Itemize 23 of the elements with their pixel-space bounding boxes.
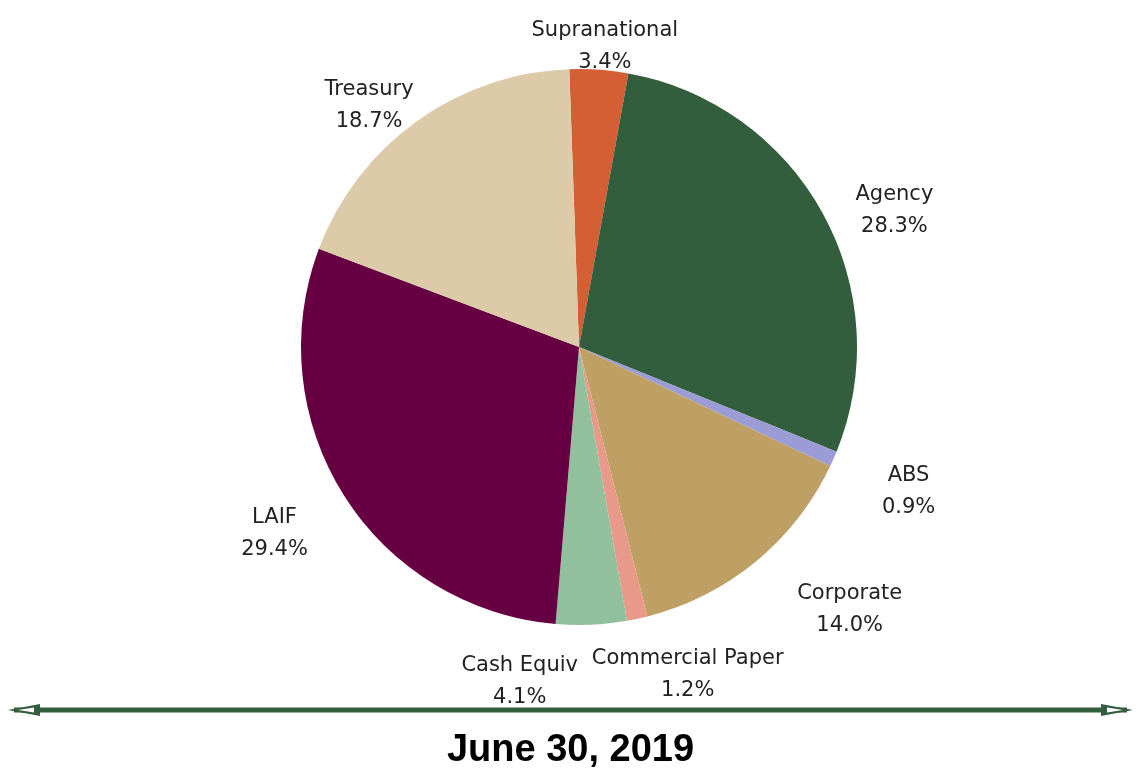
data-label: 3.4%	[578, 48, 632, 73]
pie-slice	[569, 69, 629, 347]
data-label: 29.4%	[241, 535, 308, 560]
data-label: 0.9%	[881, 494, 936, 518]
slice-label: Agency	[855, 180, 934, 205]
pie-slice	[318, 69, 579, 347]
data-label: 14.0%	[816, 611, 884, 636]
pie-slice	[579, 73, 857, 452]
data-label: 28.3%	[861, 212, 928, 237]
data-label: 1.2%	[661, 676, 715, 701]
pie-slice	[555, 347, 627, 625]
slice-label: Cash Equiv	[461, 651, 579, 676]
pie-slice	[579, 347, 648, 621]
data-label: 18.7%	[335, 107, 403, 132]
text: June 30, 2019	[446, 727, 695, 769]
data-label: 4.1%	[493, 683, 547, 708]
pie-slice	[579, 347, 837, 467]
slice-label: LAIF	[252, 503, 297, 528]
slice-label: Treasury	[323, 75, 414, 100]
slice-label: ABS	[887, 462, 930, 486]
slice-label: Corporate	[797, 579, 903, 604]
slice-label: Supranational	[531, 16, 679, 41]
slice-label: Commercial Paper	[591, 644, 784, 669]
